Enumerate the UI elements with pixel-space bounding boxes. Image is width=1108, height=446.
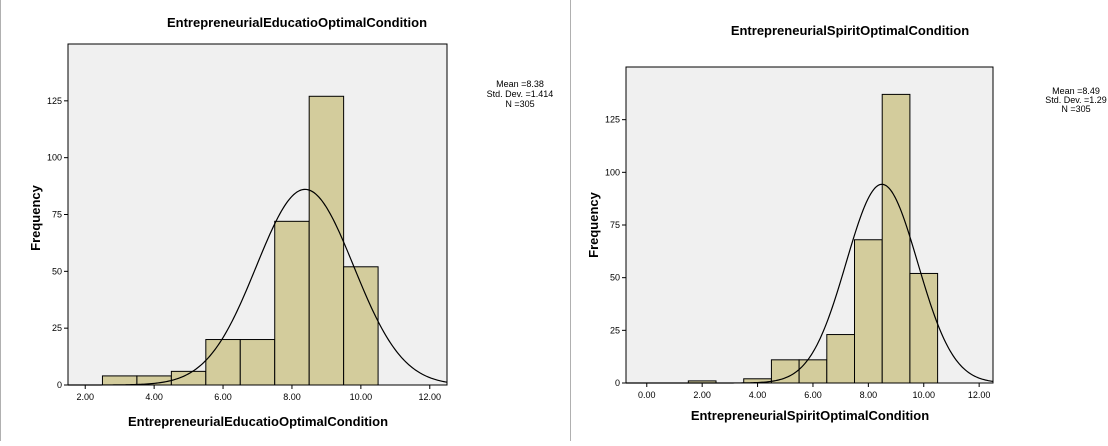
normal-curve — [626, 183, 994, 384]
y-tick-label: 25 — [610, 325, 620, 335]
stats-mean: Mean =8.49 — [1052, 86, 1100, 96]
histogram-bar — [101, 375, 138, 386]
histogram-bar — [798, 359, 828, 384]
axes: 0 25 50 75 100 125 2.00 4.00 6.00 8.00 10.00 12.00 — [47, 96, 441, 402]
x-tick-label: 10.00 — [912, 390, 935, 400]
histogram-bar — [274, 220, 310, 386]
x-tick-label: 12.00 — [419, 392, 442, 402]
histogram-bar — [881, 93, 911, 384]
y-axis-label: Frequency — [28, 184, 43, 251]
histogram-bar — [909, 272, 939, 384]
x-axis-label: EntrepreneurialSpiritOptimalCondition — [691, 408, 929, 423]
y-tick-label: 125 — [47, 96, 62, 106]
x-tick-label: 8.00 — [860, 390, 878, 400]
histogram-bar — [308, 95, 345, 386]
chart-title: EntrepreneurialEducatioOptimalCondition — [167, 15, 427, 30]
x-axis-label: EntrepreneurialEducatioOptimalCondition — [128, 414, 388, 429]
x-tick-label: 4.00 — [749, 390, 767, 400]
x-tick-label: 12.00 — [968, 390, 991, 400]
y-axis-label: Frequency — [586, 191, 601, 258]
y-tick-label: 50 — [52, 266, 62, 276]
y-tick-label: 0 — [615, 378, 620, 388]
histogram-bar — [826, 334, 856, 384]
x-tick-label: 8.00 — [283, 392, 301, 402]
histogram-bar — [239, 339, 276, 386]
stats-n: N =305 — [1061, 104, 1090, 114]
histogram-bar — [854, 239, 883, 384]
stats-mean: Mean =8.38 — [496, 79, 544, 89]
y-tick-label: 75 — [52, 210, 62, 220]
y-tick-label: 25 — [52, 323, 62, 333]
x-tick-label: 6.00 — [804, 390, 822, 400]
bars — [101, 95, 379, 386]
y-tick-label: 100 — [605, 167, 620, 177]
y-tick-label: 50 — [610, 273, 620, 283]
chart-title: EntrepreneurialSpiritOptimalCondition — [731, 23, 969, 38]
normal-curve — [68, 188, 448, 386]
x-tick-label: 2.00 — [76, 392, 94, 402]
histogram-bar — [770, 359, 800, 384]
y-tick-label: 125 — [605, 115, 620, 125]
stats-std-dev: Std. Dev. =1.29 — [1045, 95, 1107, 105]
x-tick-label: 10.00 — [350, 392, 373, 402]
axes: 0 25 50 75 100 125 0.00 2.00 4.00 6.00 8.00 10.00 12… — [605, 115, 990, 400]
histogram-bar — [205, 339, 241, 386]
chart-spirit: EntrepreneurialSpiritOptimalCondition 0 2… — [586, 23, 1107, 423]
x-tick-label: 2.00 — [693, 390, 711, 400]
stats-box: Mean =8.49 Std. Dev. =1.29 N =305 — [1045, 86, 1107, 114]
histogram-bar — [343, 266, 379, 386]
stats-std-dev: Std. Dev. =1.414 — [487, 89, 554, 99]
chart-education: EntrepreneurialEducatioOptimalCondition … — [28, 15, 553, 429]
y-tick-label: 100 — [47, 153, 62, 163]
y-tick-label: 75 — [610, 220, 620, 230]
x-tick-label: 6.00 — [214, 392, 232, 402]
stats-n: N =305 — [505, 99, 534, 109]
y-tick-label: 0 — [57, 380, 62, 390]
plot-area — [67, 43, 448, 386]
stats-box: Mean =8.38 Std. Dev. =1.414 N =305 — [487, 79, 554, 109]
bars — [687, 93, 939, 384]
x-tick-label: 4.00 — [145, 392, 163, 402]
x-tick-label: 0.00 — [638, 390, 656, 400]
